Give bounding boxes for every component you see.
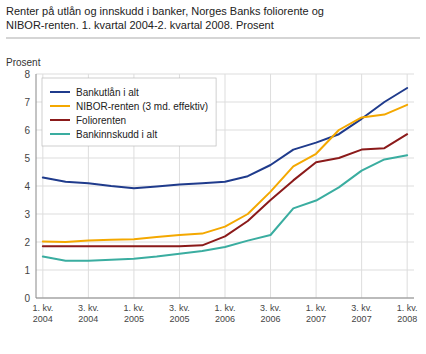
legend-label: Foliorenten [76, 115, 126, 126]
title: Renter på utlån og innskudd i banker, No… [6, 5, 324, 31]
legend-frame [42, 78, 216, 146]
x-grid-line [316, 74, 317, 298]
series-group [43, 88, 407, 261]
grid [36, 74, 414, 298]
y-tick-label: 7 [24, 97, 30, 108]
x-tick-label: 3. kv.2006 [260, 303, 281, 324]
legend-swatch [50, 91, 70, 93]
text-line: 2008 [397, 314, 417, 324]
x-tick-label: 1. kv.2004 [32, 303, 53, 324]
text-line: 3. kv. [260, 303, 281, 313]
y-tick-label: 6 [24, 125, 30, 136]
x-tick-label: 1. kv.2007 [306, 303, 327, 324]
text-line: 2006 [215, 314, 235, 324]
title-divider [6, 38, 420, 39]
x-tick-label: 3. kv.2004 [78, 303, 99, 324]
text-line: 1. kv. [215, 303, 236, 313]
y-grid-line [36, 298, 414, 299]
text-line: 1. kv. [397, 303, 418, 313]
series-line [43, 134, 407, 246]
text-line: 3. kv. [169, 303, 190, 313]
text-line: NIBOR-renten. 1. kvartal 2004-2. kvartal… [6, 19, 274, 31]
y-tick-label: 8 [24, 69, 30, 80]
chart: Renter på utlån og innskudd i banker, No… [0, 0, 426, 354]
text-line: 2004 [78, 314, 98, 324]
legend-label: Bankinnskudd i alt [76, 129, 157, 140]
legend: Bankutlån i alt NIBOR-renten (3 md. effek… [42, 78, 216, 146]
x-axis-line [36, 298, 414, 299]
text-line: 2007 [352, 314, 372, 324]
text-line: 3. kv. [351, 303, 372, 313]
series-line [43, 105, 407, 242]
legend-swatch [50, 119, 70, 121]
legend-swatch [50, 133, 70, 135]
text-line: 1. kv. [123, 303, 144, 313]
legend-label: NIBOR-renten (3 md. effektiv) [76, 101, 208, 112]
x-grid-line [225, 74, 226, 298]
y-axis-label: Prosent [6, 57, 41, 68]
text-line: 2007 [306, 314, 326, 324]
x-tick-label: 3. kv.2007 [351, 303, 372, 324]
x-tick-label: 1. kv.2008 [397, 303, 418, 324]
y-tick-label: 5 [24, 153, 30, 164]
text-line: 2006 [261, 314, 281, 324]
x-grid-line [361, 74, 362, 298]
y-tick-label: 4 [24, 181, 30, 192]
legend-swatch [50, 105, 70, 107]
text-line: Renter på utlån og innskudd i banker, No… [6, 5, 324, 17]
y-tick-label: 1 [24, 265, 30, 276]
x-grid-line [270, 74, 271, 298]
chart-container: Renter på utlån og innskudd i banker, No… [0, 0, 426, 354]
series-line [43, 155, 407, 261]
text-line: 1. kv. [32, 303, 53, 313]
text-line: 2005 [124, 314, 144, 324]
text-line: 1. kv. [306, 303, 327, 313]
y-tick-label: 0 [24, 293, 30, 304]
text-line: 3. kv. [78, 303, 99, 313]
y-tick-label: 3 [24, 209, 30, 220]
text-line: 2005 [169, 314, 189, 324]
x-tick-label: 3. kv.2005 [169, 303, 190, 324]
x-tick-label: 1. kv.2006 [215, 303, 236, 324]
y-axis-line [36, 74, 37, 298]
x-tick-label: 1. kv.2005 [123, 303, 144, 324]
text-line: 2004 [33, 314, 53, 324]
legend-label: Bankutlån i alt [76, 87, 139, 98]
y-tick-label: 2 [24, 237, 30, 248]
x-grid-line [407, 74, 408, 298]
series-line [43, 88, 407, 188]
